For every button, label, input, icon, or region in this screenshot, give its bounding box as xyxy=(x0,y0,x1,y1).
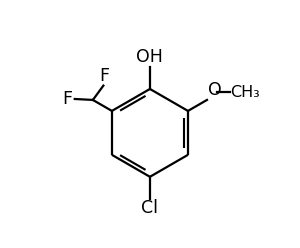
Text: CH₃: CH₃ xyxy=(230,85,260,100)
Text: Cl: Cl xyxy=(141,199,158,217)
Text: F: F xyxy=(99,67,109,85)
Text: O: O xyxy=(208,81,221,99)
Text: F: F xyxy=(62,90,72,108)
Text: OH: OH xyxy=(136,48,164,66)
